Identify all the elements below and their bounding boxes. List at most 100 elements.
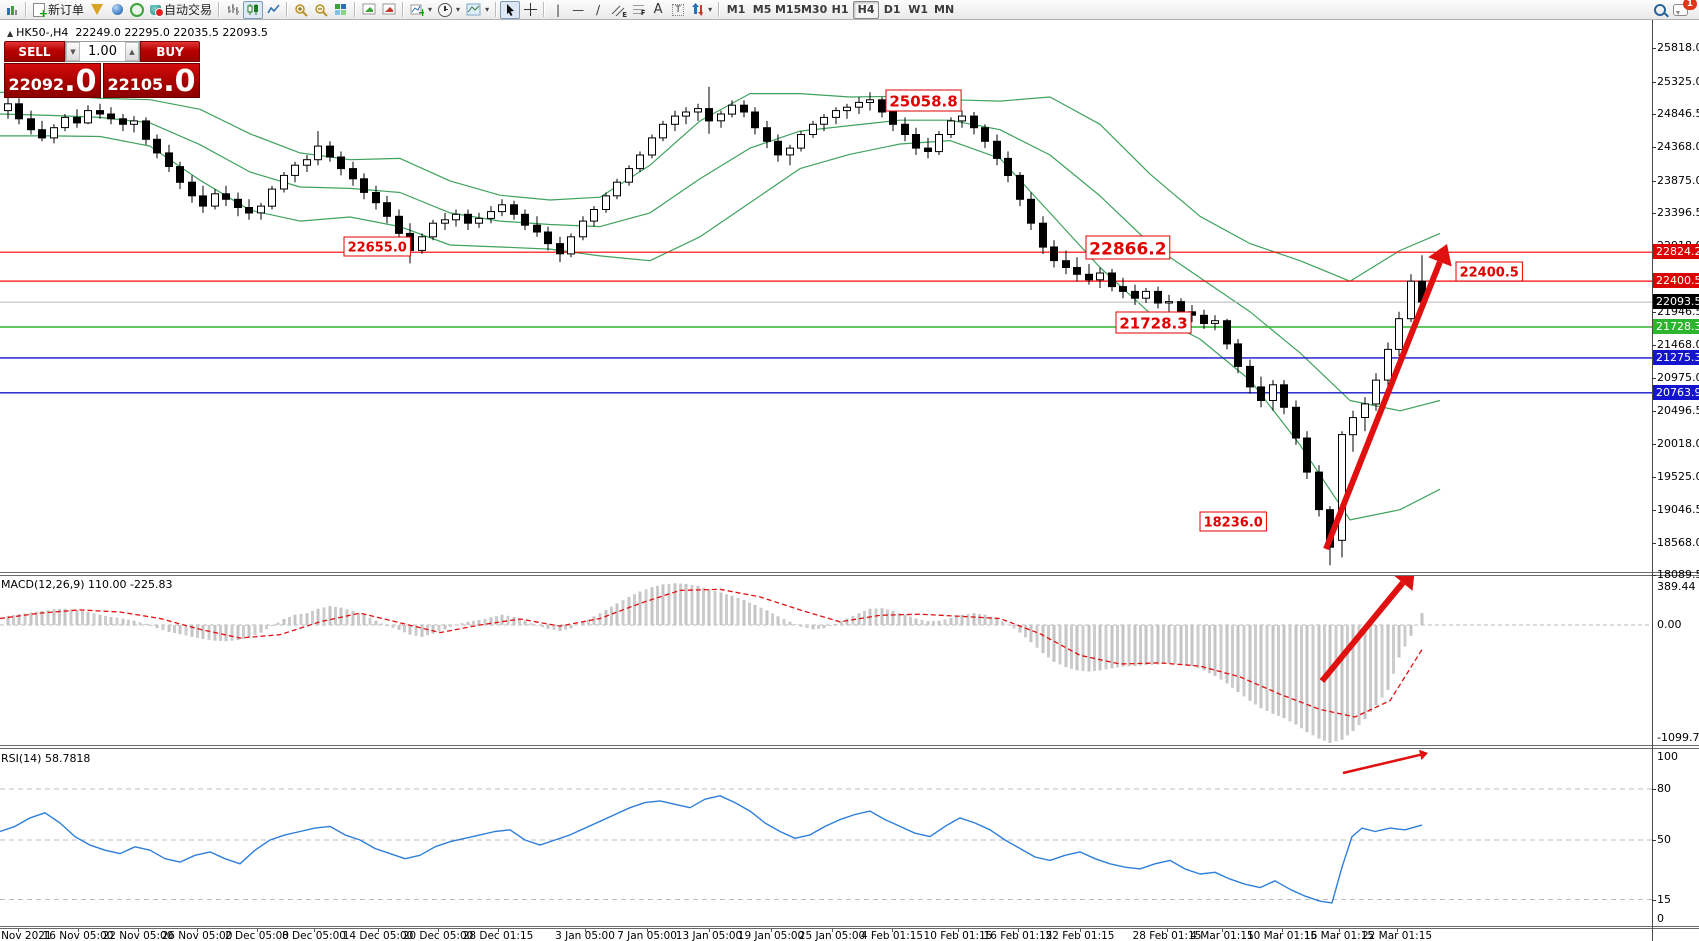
macd-axis-label: 0.00 xyxy=(1657,618,1682,631)
panel-separator[interactable] xyxy=(0,745,1699,746)
timeframe-D1[interactable]: D1 xyxy=(883,3,901,16)
price-axis-tick-label: 24368.0 xyxy=(1657,140,1699,153)
zoom-in-button[interactable] xyxy=(291,1,311,19)
volume-value[interactable]: 1.00 xyxy=(88,44,117,59)
timeframe-H4[interactable]: H4 xyxy=(853,0,880,19)
channel-letter: E xyxy=(622,10,628,19)
timeframe-H1[interactable]: H1 xyxy=(831,3,849,16)
sell-button[interactable]: SELL xyxy=(4,41,65,62)
horizontal-line-icon: — xyxy=(572,2,585,17)
macd-indicator-canvas[interactable] xyxy=(0,576,1652,745)
volume-increase-button[interactable]: ▲ xyxy=(125,42,139,61)
price-annotation: 22655.0 xyxy=(343,236,411,257)
data-window-button[interactable] xyxy=(359,1,379,19)
price-axis-tick-label: 23396.5 xyxy=(1657,206,1699,219)
price-axis-tick xyxy=(1652,543,1656,544)
depth-of-market-button[interactable] xyxy=(379,1,399,19)
rsi-line xyxy=(0,795,1423,904)
time-axis-tick xyxy=(1397,928,1398,932)
new-order-button[interactable]: + 新订单 xyxy=(30,1,87,19)
time-axis-label: 26 Nov 05:00 xyxy=(161,930,233,941)
timeframe-M1[interactable]: M1 xyxy=(726,3,746,16)
time-axis-tick xyxy=(78,928,79,932)
tile-windows-button[interactable] xyxy=(331,1,351,19)
chart-window-icon[interactable] xyxy=(2,1,22,19)
arrows-tool[interactable]: ▾ xyxy=(688,1,715,19)
trend-arrow xyxy=(1319,576,1415,683)
candlestick-icon xyxy=(247,4,258,15)
horizontal-line-tool[interactable]: — xyxy=(568,1,588,19)
trendline-tool[interactable]: / xyxy=(588,1,608,19)
add-indicator-button[interactable]: + ▾ xyxy=(407,1,435,19)
timeframe-M15[interactable]: M15 xyxy=(774,3,802,16)
timeframe-M30[interactable]: M30 xyxy=(800,3,828,16)
community-button[interactable] xyxy=(107,1,127,19)
channel-tool[interactable]: E xyxy=(608,1,628,19)
one-click-trading-panel: SELL ▼ 1.00 ▲ BUY 22092.0 22105.0 xyxy=(4,41,200,98)
timeframe-W1[interactable]: W1 xyxy=(908,3,928,16)
rsi-indicator-canvas[interactable] xyxy=(0,749,1652,925)
timeframe-M5[interactable]: M5 xyxy=(752,3,772,16)
buy-button[interactable]: BUY xyxy=(140,41,200,62)
metaeditor-icon xyxy=(91,4,104,15)
autotrade-button[interactable]: 自动交易 xyxy=(147,1,215,19)
price-axis-tick xyxy=(1652,575,1656,576)
sell-price-panel[interactable]: 22092.0 xyxy=(4,63,101,98)
autotrade-label: 自动交易 xyxy=(164,3,213,17)
bar-chart-icon xyxy=(227,4,239,15)
text-label-tool[interactable]: T xyxy=(668,1,688,19)
vertical-line-tool[interactable]: | xyxy=(548,1,568,19)
zoom-in-icon xyxy=(295,3,308,17)
text-tool[interactable]: A xyxy=(648,1,668,19)
dropdown-caret: ▾ xyxy=(456,5,461,14)
panel-separator[interactable] xyxy=(0,572,1699,573)
buy-price: 22105 xyxy=(107,75,164,94)
volume-decrease-button[interactable]: ▼ xyxy=(66,42,80,61)
price-annotation: 18236.0 xyxy=(1199,511,1267,532)
main-chart-canvas[interactable]: 25058.8 22866.2 22655.0 22400.5 21728.3 18236… xyxy=(0,20,1652,572)
candles xyxy=(4,86,1426,566)
rsi-axis-tick xyxy=(1652,900,1656,901)
bollinger-upper xyxy=(0,91,1441,282)
price-axis-tick xyxy=(1652,312,1656,313)
time-axis-tick xyxy=(18,928,19,932)
time-axis-label: 3 Jan 05:00 xyxy=(555,930,615,941)
timeframe-MN[interactable]: MN xyxy=(934,3,955,16)
crosshair-tool-button[interactable] xyxy=(520,1,540,19)
timeframe-group: M1 M5 M15 M30 H1 H4 D1 W1 MN xyxy=(723,0,957,19)
toolbar-separator xyxy=(543,2,546,17)
cursor-tool-button[interactable] xyxy=(500,0,521,19)
notifications-button[interactable]: 1 xyxy=(1670,0,1697,19)
candlestick-chart-button[interactable] xyxy=(243,0,264,19)
search-button[interactable] xyxy=(1650,1,1670,19)
price-annotation: 25058.8 xyxy=(885,89,962,112)
line-chart-button[interactable] xyxy=(263,1,283,19)
time-axis-label: 4 Feb 01:15 xyxy=(860,930,924,941)
signals-icon xyxy=(130,2,145,17)
buy-price-panel[interactable]: 22105.0 xyxy=(103,63,200,98)
time-axis-tick xyxy=(1080,928,1081,932)
new-order-icon: + xyxy=(33,2,48,19)
signals-button[interactable] xyxy=(127,1,147,19)
price-axis-tick xyxy=(1652,147,1656,148)
zoom-out-button[interactable] xyxy=(311,1,331,19)
bar-chart-button[interactable] xyxy=(223,1,243,19)
rsi-axis-label: 100 xyxy=(1657,750,1678,763)
chart-title: ▲ HK50-,H4 22249.0 22295.0 22035.5 22093.… xyxy=(7,26,268,39)
time-axis-label: 14 Dec 05:00 xyxy=(342,930,414,941)
fibonacci-icon: F xyxy=(632,5,646,17)
main-toolbar: + 新订单 自动交易 + ▾ ▾ ▾ | — / E F A T xyxy=(0,0,1699,20)
template-button[interactable]: ▾ xyxy=(463,1,492,19)
panel-separator xyxy=(0,926,1699,927)
time-axis-label: 10 Feb 01:15 xyxy=(923,930,993,941)
autotrade-icon xyxy=(150,4,165,17)
fibonacci-tool[interactable]: F xyxy=(628,1,648,19)
rsi-axis-tick xyxy=(1652,840,1656,841)
period-button[interactable]: ▾ xyxy=(435,1,463,19)
price-axis-tick xyxy=(1652,82,1656,83)
metaeditor-button[interactable] xyxy=(87,1,107,19)
price-axis-tick-label: 23875.0 xyxy=(1657,174,1699,187)
time-axis-tick xyxy=(709,928,710,932)
